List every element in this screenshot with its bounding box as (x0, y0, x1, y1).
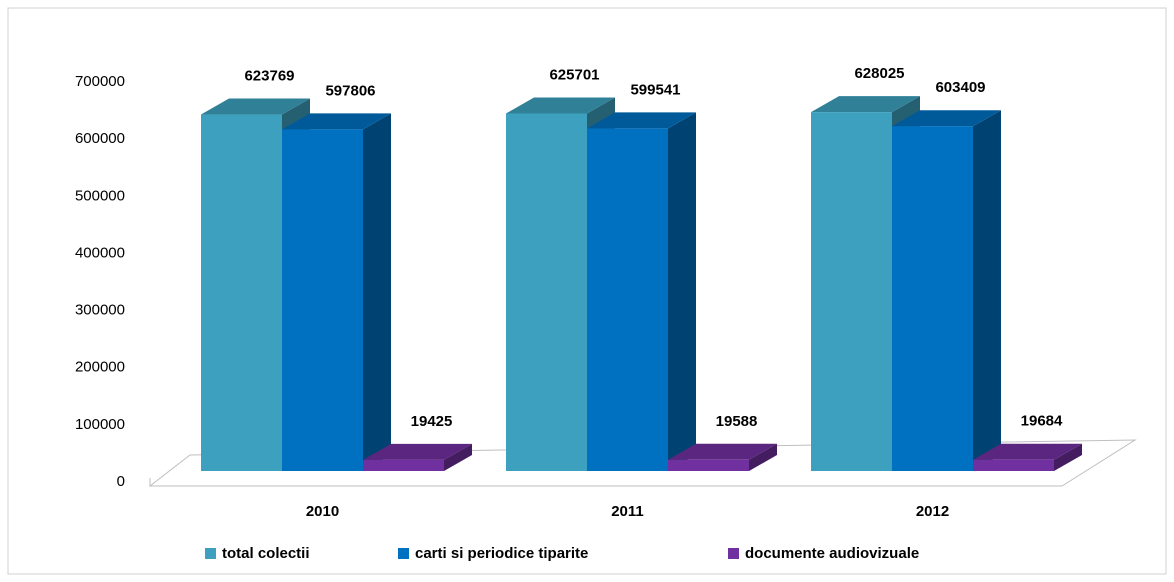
bar-side (749, 443, 777, 471)
value-label: 599541 (630, 81, 680, 98)
bar-top (892, 110, 1001, 127)
y-tick-label: 400000 (75, 244, 125, 261)
y-tick-label: 0 (117, 473, 125, 490)
x-tick-label: 2012 (916, 503, 949, 520)
value-label: 19588 (716, 413, 758, 430)
y-tick-label: 100000 (75, 416, 125, 433)
bar (892, 126, 973, 471)
bar-side (363, 113, 391, 471)
bar-top (282, 113, 391, 130)
value-label: 628025 (854, 65, 904, 82)
bar (201, 114, 282, 471)
bar-top (587, 112, 696, 129)
bar (668, 459, 749, 471)
y-tick-label: 500000 (75, 187, 125, 204)
bar (363, 459, 444, 471)
bar (587, 128, 668, 471)
legend-label: total colectii (222, 545, 310, 562)
bar (506, 113, 587, 471)
bar-top (973, 443, 1082, 460)
y-tick-label: 200000 (75, 359, 125, 376)
value-label: 19425 (411, 413, 453, 430)
bar-side (1054, 443, 1082, 471)
value-label: 597806 (325, 82, 375, 99)
bar-top (506, 97, 615, 114)
y-tick-label: 600000 (75, 130, 125, 147)
y-tick-label: 700000 (75, 73, 125, 90)
value-label: 625701 (549, 66, 599, 83)
x-tick-label: 2011 (611, 503, 644, 520)
legend-swatch (398, 548, 409, 559)
bar-side (668, 112, 696, 471)
x-tick-label: 2010 (306, 503, 339, 520)
value-label: 603409 (935, 79, 985, 96)
bar-top (363, 443, 472, 460)
value-label: 623769 (244, 68, 294, 85)
bar-top (668, 443, 777, 460)
value-label: 19684 (1021, 413, 1063, 430)
bar-side (973, 110, 1001, 471)
bar-top (811, 96, 920, 113)
legend-swatch (205, 548, 216, 559)
bar (282, 129, 363, 471)
bar-top (201, 98, 310, 115)
floor (148, 439, 1137, 487)
y-tick-label: 300000 (75, 302, 125, 319)
bar (811, 112, 892, 471)
legend-swatch (728, 548, 739, 559)
bar-side (444, 443, 472, 471)
legend-label: documente audiovizuale (745, 545, 919, 562)
bar (973, 459, 1054, 471)
legend-label: carti si periodice tiparite (415, 545, 588, 562)
